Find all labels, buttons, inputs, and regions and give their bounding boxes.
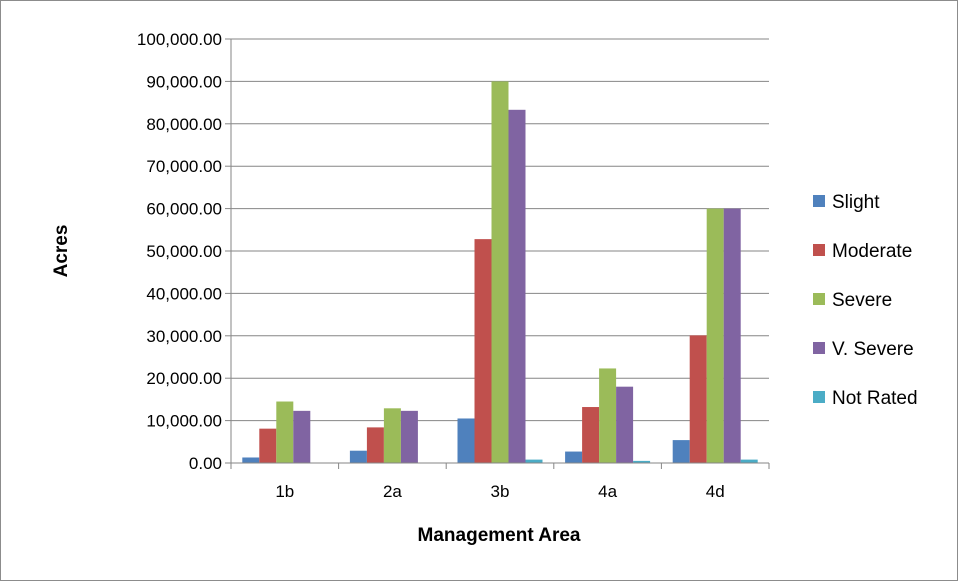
bar xyxy=(582,407,600,463)
bar xyxy=(474,239,492,463)
y-axis-title: Acres xyxy=(51,225,72,278)
x-tick-label: 4a xyxy=(598,482,617,501)
bar xyxy=(293,410,311,463)
y-tick-label: 0.00 xyxy=(189,454,222,473)
y-tick-label: 10,000.00 xyxy=(146,412,222,431)
x-tick-label: 1b xyxy=(275,482,294,501)
legend-label: Slight xyxy=(832,192,880,213)
legend-label: Moderate xyxy=(832,241,912,262)
bar xyxy=(259,428,277,463)
bar xyxy=(633,460,651,463)
x-axis-title: Management Area xyxy=(418,525,581,546)
bar xyxy=(349,450,367,463)
bar xyxy=(491,81,509,464)
legend-label: Severe xyxy=(832,290,892,311)
legend: Slight Moderate Severe V. Severe Not Rated xyxy=(813,192,918,409)
axes xyxy=(225,38,770,469)
y-tick-label: 100,000.00 xyxy=(137,30,222,49)
bar xyxy=(706,208,724,463)
bar xyxy=(457,418,475,463)
y-tick-label: 90,000.00 xyxy=(146,72,222,91)
bar xyxy=(525,459,543,463)
bar xyxy=(276,401,294,463)
bar xyxy=(508,109,526,464)
legend-swatch xyxy=(813,244,825,256)
y-tick-label: 40,000.00 xyxy=(146,284,222,303)
bar xyxy=(740,459,758,463)
bar xyxy=(565,451,583,463)
legend-swatch xyxy=(813,293,825,305)
bar xyxy=(689,335,707,463)
x-tick-label: 2a xyxy=(383,482,402,501)
y-tick-label: 30,000.00 xyxy=(146,327,222,346)
y-tick-label: 70,000.00 xyxy=(146,157,222,176)
bar xyxy=(383,408,401,463)
legend-label: Not Rated xyxy=(832,388,918,409)
bar xyxy=(366,427,384,463)
bar xyxy=(672,440,690,463)
y-tick-label: 80,000.00 xyxy=(146,115,222,134)
legend-swatch xyxy=(813,342,825,354)
x-tick-label: 3b xyxy=(491,482,510,501)
bar xyxy=(599,368,617,463)
y-tick-label: 50,000.00 xyxy=(146,242,222,261)
x-tick-label: 4d xyxy=(706,482,725,501)
y-tick-label: 60,000.00 xyxy=(146,200,222,219)
bar xyxy=(242,457,260,463)
tick-labels: 0.00 10,000.00 20,000.00 30,000.00 40,000.00… xyxy=(137,30,725,501)
bars xyxy=(242,81,758,464)
legend-swatch xyxy=(813,195,825,207)
bar xyxy=(400,410,418,463)
bar xyxy=(616,386,634,463)
bar xyxy=(723,208,741,463)
y-tick-label: 20,000.00 xyxy=(146,369,222,388)
legend-swatch xyxy=(813,391,825,403)
legend-label: V. Severe xyxy=(832,339,914,360)
